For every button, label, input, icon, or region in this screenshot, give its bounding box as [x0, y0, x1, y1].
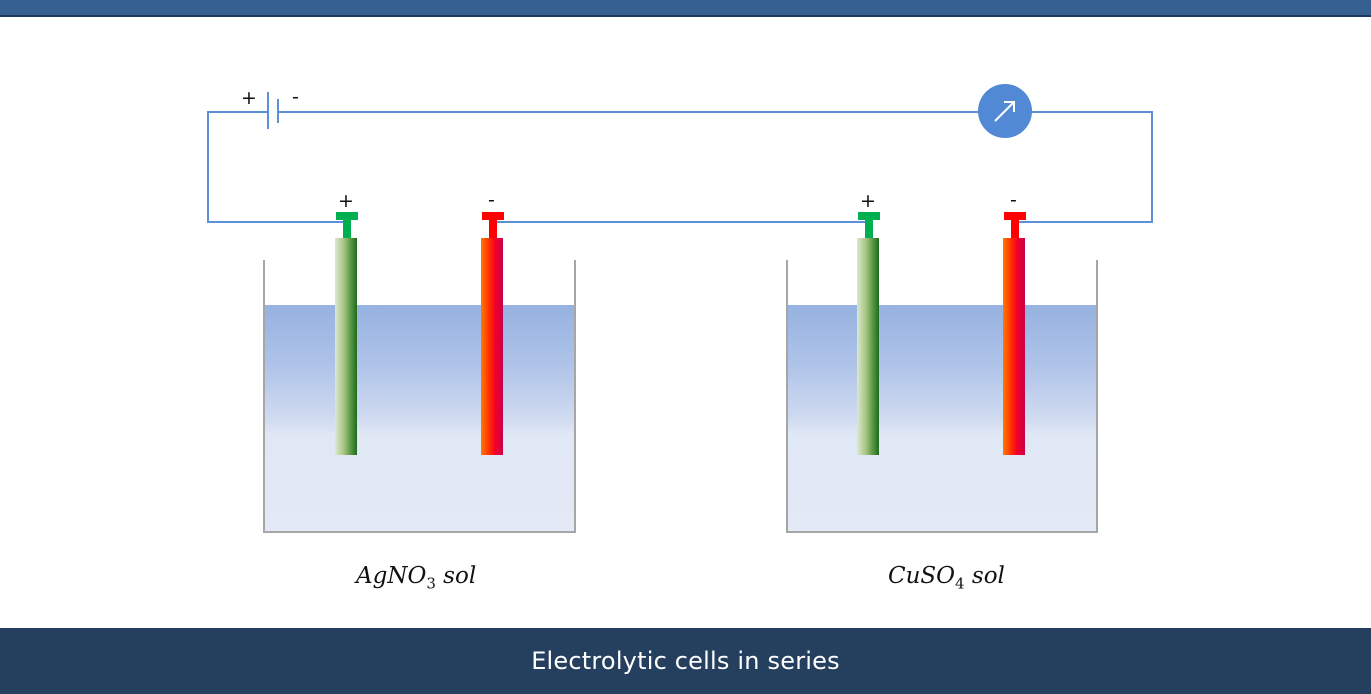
anode-2-electrode: [857, 238, 879, 455]
solution-agno3: [265, 305, 574, 531]
cathode-1-terminal: [482, 212, 504, 220]
ammeter-arrow-icon: [994, 101, 1015, 122]
cathode-2-sign: -: [1010, 189, 1017, 211]
anode-1-electrode: [335, 238, 357, 455]
cathode-2-electrode: [1003, 238, 1025, 455]
footer-caption-bar: Electrolytic cells in series: [0, 628, 1371, 694]
anode-1-terminal-stem: [343, 220, 351, 238]
cathode-2-terminal: [1004, 212, 1026, 220]
anode-2-terminal: [858, 212, 880, 220]
battery-long-plate: [267, 92, 269, 129]
anode-1-terminal: [336, 212, 358, 220]
cathode-2-terminal-stem: [1011, 220, 1019, 238]
cell-2-label: CuSO4 sol: [888, 563, 1005, 593]
wire-top-right: [1031, 111, 1153, 113]
wire-right-vertical: [1151, 111, 1153, 223]
wire-cathode1-to-anode2: [492, 221, 868, 223]
cathode-1-sign: -: [488, 189, 495, 211]
solution-cuso4: [788, 305, 1096, 531]
battery-short-plate: [277, 99, 279, 123]
anode-1-sign: +: [338, 190, 354, 212]
diagram-title: Electrolytic cells in series: [531, 647, 840, 675]
anode-2-sign: +: [860, 190, 876, 212]
cell-1-label: AgNO3 sol: [356, 563, 477, 593]
wire-left-vertical: [207, 111, 209, 223]
cathode-1-terminal-stem: [489, 220, 497, 238]
battery-positive-sign: +: [241, 87, 257, 109]
battery-negative-sign: -: [292, 86, 299, 108]
wire-top-main: [279, 111, 979, 113]
wire-cathode-2: [1015, 221, 1152, 223]
top-bar: [0, 0, 1371, 17]
beaker-2: [786, 260, 1098, 533]
cathode-1-electrode: [481, 238, 503, 455]
anode-2-terminal-stem: [865, 220, 873, 238]
ammeter: [978, 84, 1032, 138]
wire-to-anode-1: [208, 221, 345, 223]
beaker-1: [263, 260, 576, 533]
wire-top-left: [208, 111, 269, 113]
